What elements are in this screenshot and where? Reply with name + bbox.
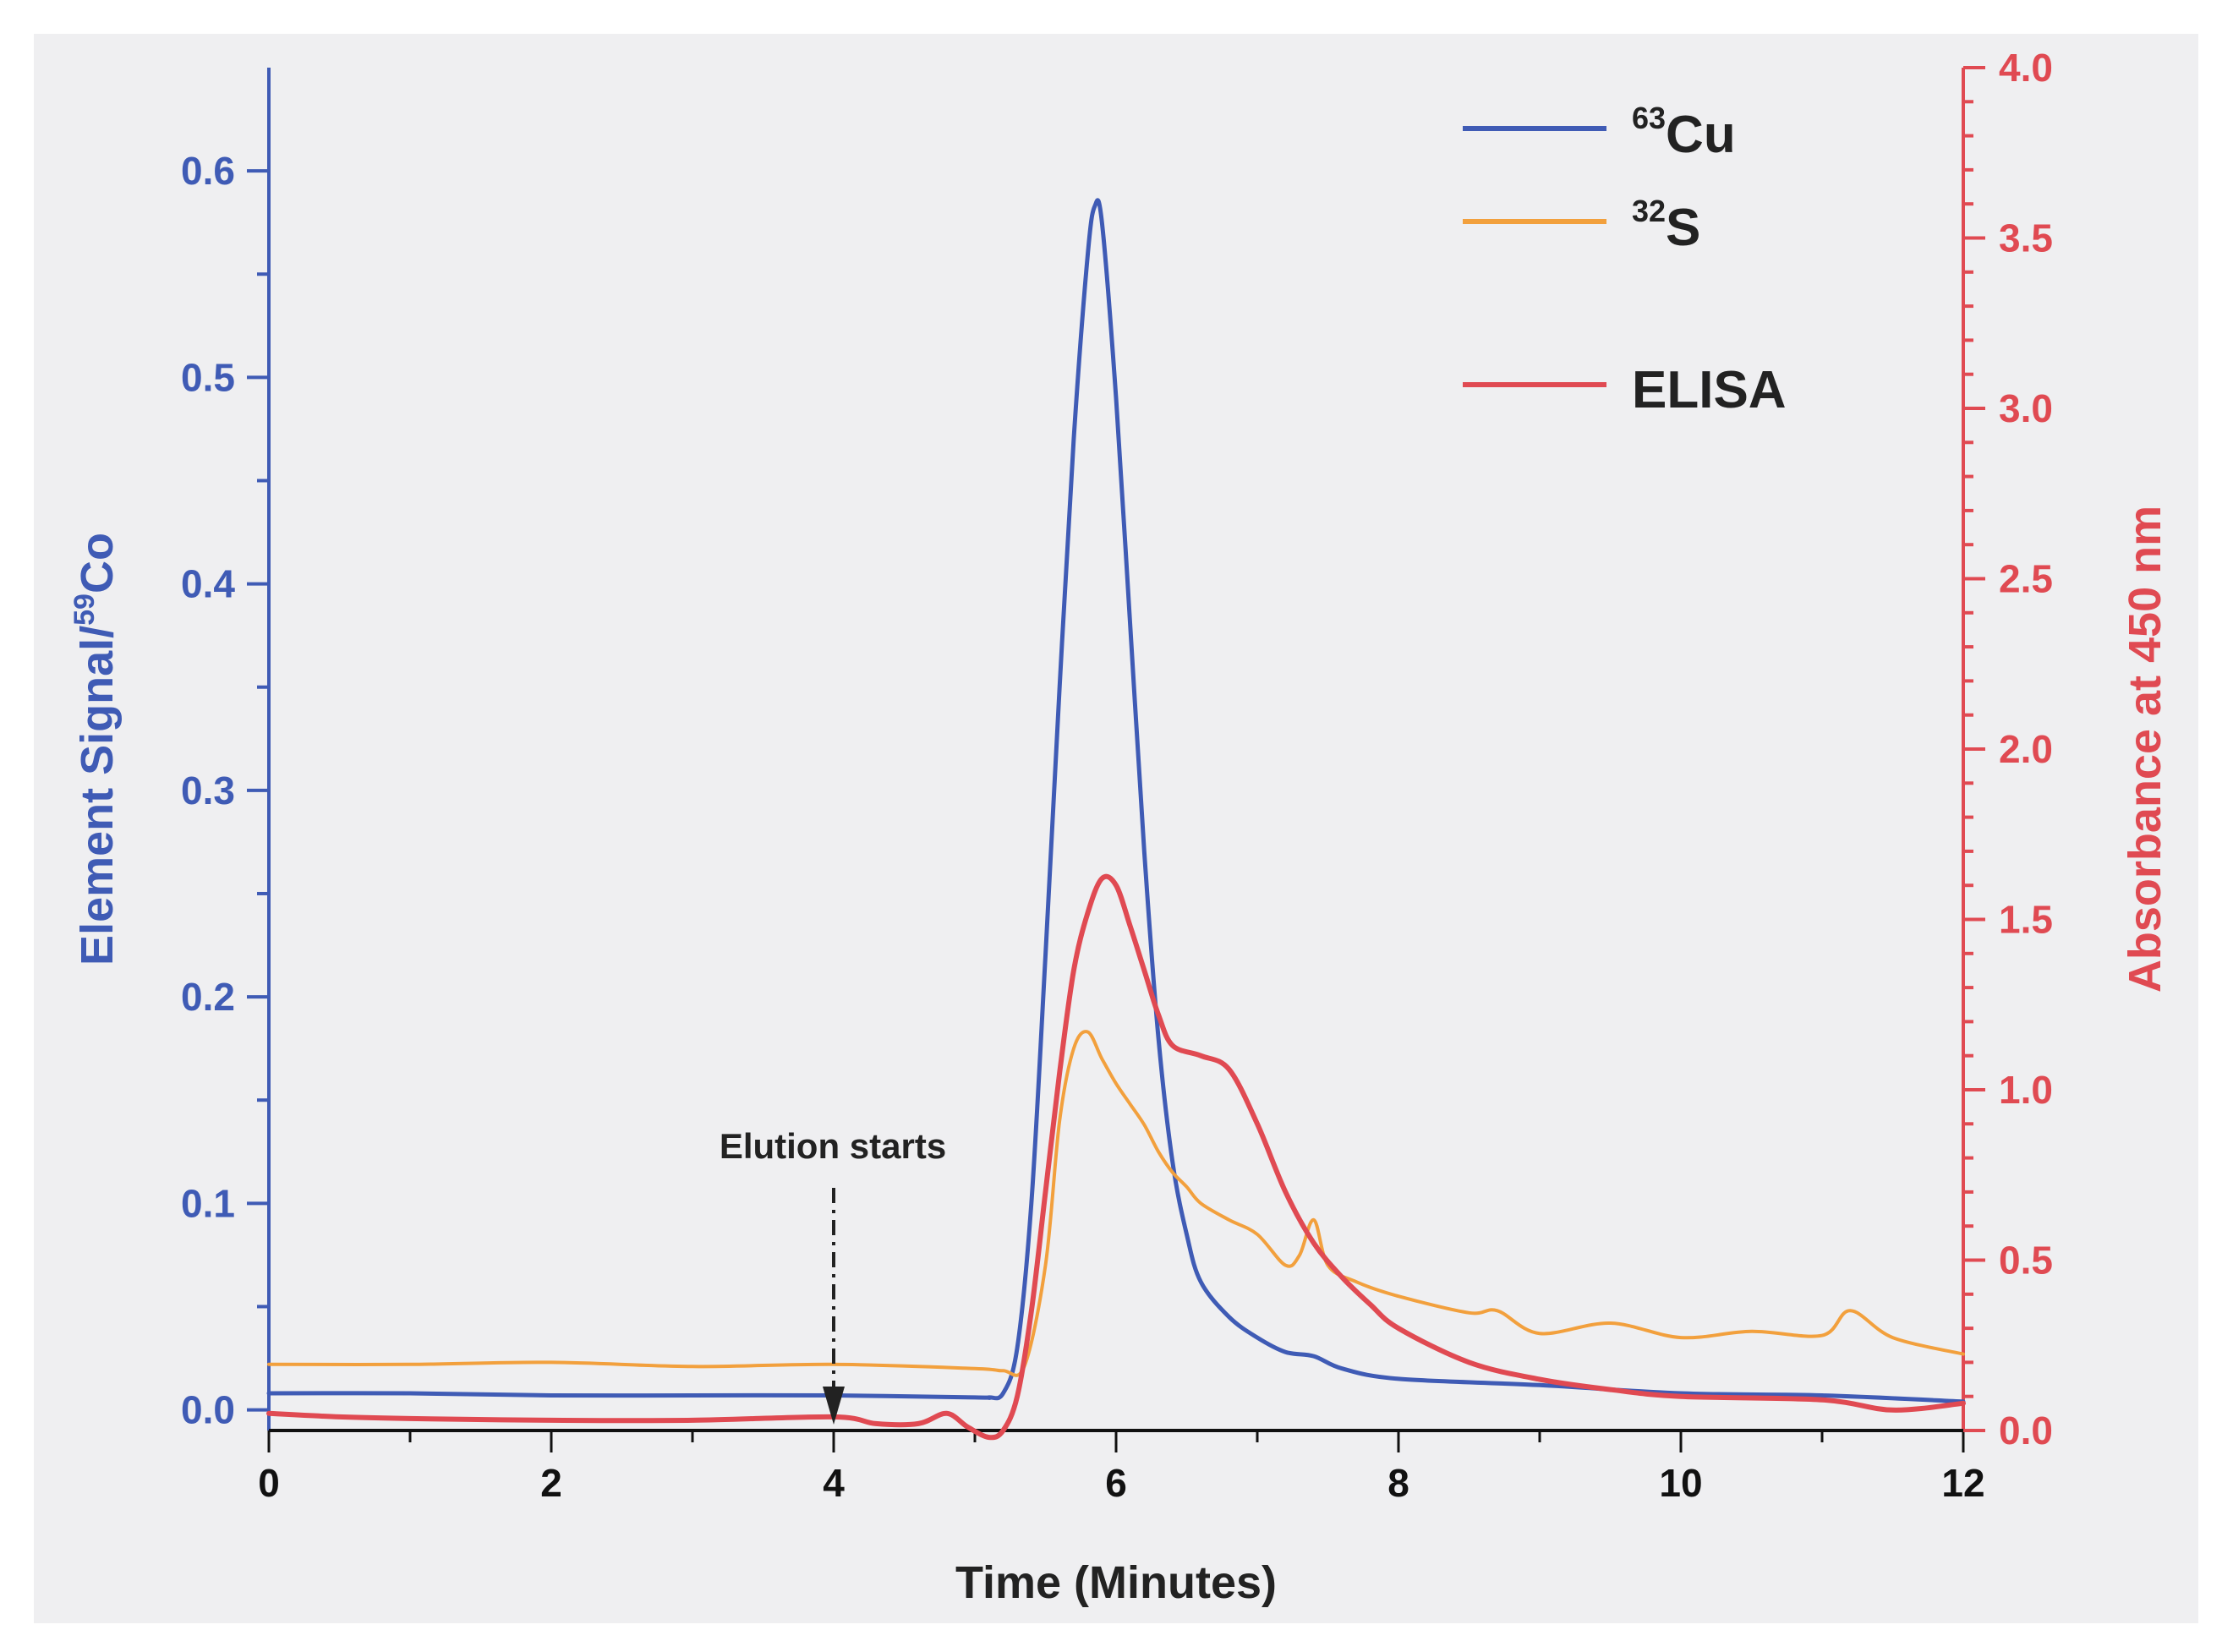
x-axis-title: Time (Minutes) xyxy=(955,1557,1277,1608)
y-left-tick-label: 0.2 xyxy=(181,975,235,1019)
x-tick-label: 0 xyxy=(258,1461,280,1505)
y-left-tick-label: 0.1 xyxy=(181,1181,235,1225)
x-tick-label: 10 xyxy=(1659,1461,1702,1505)
x-tick-label: 12 xyxy=(1941,1461,1984,1505)
x-tick-label: 8 xyxy=(1387,1461,1409,1505)
y-right-tick-label: 0.5 xyxy=(1999,1239,2053,1283)
y-left-axis-ticks: 0.0 0.1 0.2 0.3 0.4 0.5 0.6 xyxy=(181,149,269,1432)
y-right-tick-label: 4.0 xyxy=(1999,46,2053,90)
elution-arrow-head xyxy=(823,1387,845,1425)
series-line-cu xyxy=(266,198,1966,1404)
x-tick-label: 4 xyxy=(823,1461,845,1505)
y-right-axis-title: Absorbance at 450 nm xyxy=(2120,506,2170,993)
legend-label-cu-sup: 63 xyxy=(1632,101,1666,135)
y-left-tick-label: 0.6 xyxy=(181,149,235,193)
y-left-tick-label: 0.5 xyxy=(181,355,235,399)
y-left-axis-title-suffix: Co xyxy=(72,533,123,594)
legend-label-elisa: ELISA xyxy=(1632,361,1787,419)
y-right-tick-label: 0.0 xyxy=(1999,1409,2053,1452)
y-left-tick-label: 0.4 xyxy=(181,562,235,606)
elution-annotation: Elution starts xyxy=(720,1126,946,1425)
x-axis-ticks: 0 2 4 6 8 10 12 xyxy=(258,1430,1985,1505)
y-left-axis-title: Element Signal/59Co xyxy=(68,533,123,965)
series-group xyxy=(266,198,1966,1441)
y-right-tick-label: 1.0 xyxy=(1999,1068,2053,1112)
y-right-axis-ticks: 0.0 0.5 1.0 1.5 2.0 2.5 3.0 3.5 4.0 xyxy=(1963,46,2053,1452)
legend-label-s-sup: 32 xyxy=(1632,194,1666,228)
y-right-tick-label: 3.0 xyxy=(1999,386,2053,430)
y-right-tick-label: 3.5 xyxy=(1999,216,2053,260)
y-right-tick-label: 2.5 xyxy=(1999,557,2053,601)
y-left-tick-label: 0.0 xyxy=(181,1388,235,1432)
legend-label-s: 32S xyxy=(1632,194,1700,257)
legend-label-cu: 63Cu xyxy=(1632,101,1736,164)
y-right-tick-label: 2.0 xyxy=(1999,727,2053,771)
series-line-elisa xyxy=(266,873,1966,1441)
legend-label-cu-main: Cu xyxy=(1666,106,1736,164)
chart-background xyxy=(34,34,2198,1623)
y-left-axis-title-prefix: Element Signal/ xyxy=(72,626,123,965)
x-tick-label: 2 xyxy=(540,1461,562,1505)
y-left-axis-title-sup: 59 xyxy=(68,594,101,626)
y-right-tick-label: 1.5 xyxy=(1999,898,2053,942)
series-line-s xyxy=(267,1030,1965,1377)
elution-annotation-text: Elution starts xyxy=(720,1126,946,1166)
legend-label-s-main: S xyxy=(1666,199,1700,257)
x-tick-label: 6 xyxy=(1105,1461,1127,1505)
y-left-tick-label: 0.3 xyxy=(181,769,235,812)
legend: 63Cu 32S ELISA xyxy=(1463,101,1787,419)
